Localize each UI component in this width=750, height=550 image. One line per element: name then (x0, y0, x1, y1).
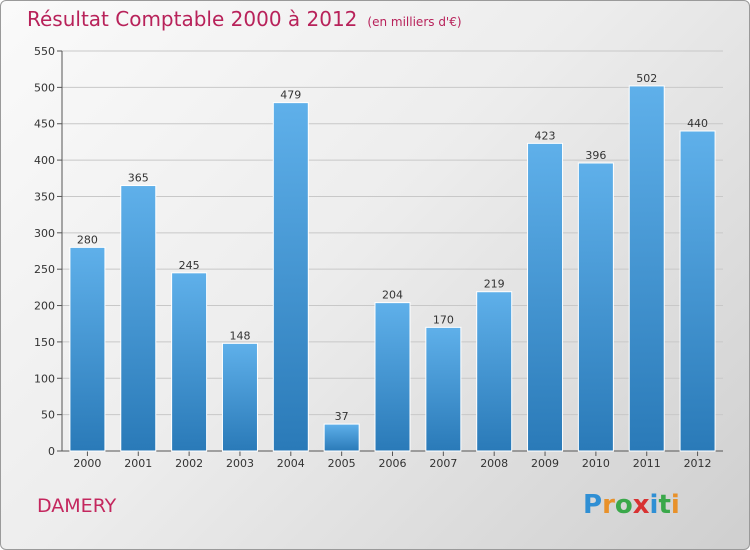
bar-2010 (577, 162, 614, 452)
value-label-2003: 148 (229, 329, 250, 342)
y-tick-label: 300 (34, 227, 55, 240)
x-tick-label: 2005 (328, 457, 356, 470)
logo-letter: x (632, 490, 650, 520)
value-label-2004: 479 (280, 89, 301, 102)
chart-title-block: Résultat Comptable 2000 à 2012 (en millie… (27, 7, 462, 31)
y-tick-label: 200 (34, 300, 55, 313)
y-tick-label: 500 (34, 81, 55, 94)
bar-2009 (527, 142, 564, 452)
y-tick-label: 450 (34, 118, 55, 131)
bars (69, 85, 716, 452)
place-name: DAMERY (37, 495, 117, 517)
bar-2007 (425, 326, 462, 452)
axes: 0 50 100 150 200 250 300 350 400 450 500 550 2000 200… (34, 45, 723, 470)
y-tick-label: 250 (34, 263, 55, 276)
bar-2006 (374, 302, 411, 452)
value-label-2010: 396 (585, 149, 606, 162)
y-tick-label: 350 (34, 190, 55, 203)
bar-2004 (272, 102, 309, 452)
y-tick-label: 550 (34, 45, 55, 58)
bar-2002 (171, 272, 208, 452)
value-label-2008: 219 (484, 278, 505, 291)
x-tick-label: 2001 (124, 457, 152, 470)
x-tick-label: 2011 (633, 457, 661, 470)
value-label-2006: 204 (382, 289, 403, 302)
y-tick-label: 0 (48, 445, 55, 458)
x-tick-label: 2004 (277, 457, 305, 470)
y-tick-label: 150 (34, 336, 55, 349)
chart-title: Résultat Comptable 2000 à 2012 (27, 7, 358, 31)
y-tick-label: 100 (34, 372, 55, 385)
logo-letter: o (614, 490, 633, 520)
chart-subtitle: (en milliers d'€) (367, 15, 462, 29)
value-label-2005: 37 (335, 410, 349, 423)
logo-letter: i (649, 490, 659, 520)
x-tick-label: 2002 (175, 457, 203, 470)
value-label-2001: 365 (128, 172, 149, 185)
value-labels: 280 365 245 148 479 37 204 170 219 423 396 502 440 (77, 72, 708, 423)
logo-letter: t (658, 490, 671, 520)
y-tick-label: 400 (34, 154, 55, 167)
bar-2001 (120, 185, 157, 452)
value-label-2011: 502 (636, 72, 657, 85)
value-label-2000: 280 (77, 233, 98, 246)
logo-letter: P (583, 490, 603, 520)
value-label-2009: 423 (535, 129, 556, 142)
value-label-2007: 170 (433, 313, 454, 326)
proxiti-logo[interactable]: Proxiti (583, 490, 680, 520)
x-tick-label: 2009 (531, 457, 559, 470)
bar-2003 (221, 342, 258, 452)
x-tick-label: 2008 (480, 457, 508, 470)
x-tick-label: 2006 (379, 457, 407, 470)
bar-2000 (69, 246, 106, 452)
logo-letter: i (670, 490, 680, 520)
x-tick-label: 2012 (684, 457, 712, 470)
x-tick-label: 2000 (73, 457, 101, 470)
bar-2008 (476, 291, 513, 452)
x-tick-label: 2007 (429, 457, 457, 470)
bar-2005 (323, 423, 360, 452)
logo-letter: r (602, 490, 615, 520)
value-label-2002: 245 (179, 259, 200, 272)
x-tick-label: 2010 (582, 457, 610, 470)
value-label-2012: 440 (687, 117, 708, 130)
bar-2011 (628, 85, 665, 452)
x-tick-label: 2003 (226, 457, 254, 470)
bar-2012 (679, 130, 716, 452)
y-tick-label: 50 (41, 409, 55, 422)
